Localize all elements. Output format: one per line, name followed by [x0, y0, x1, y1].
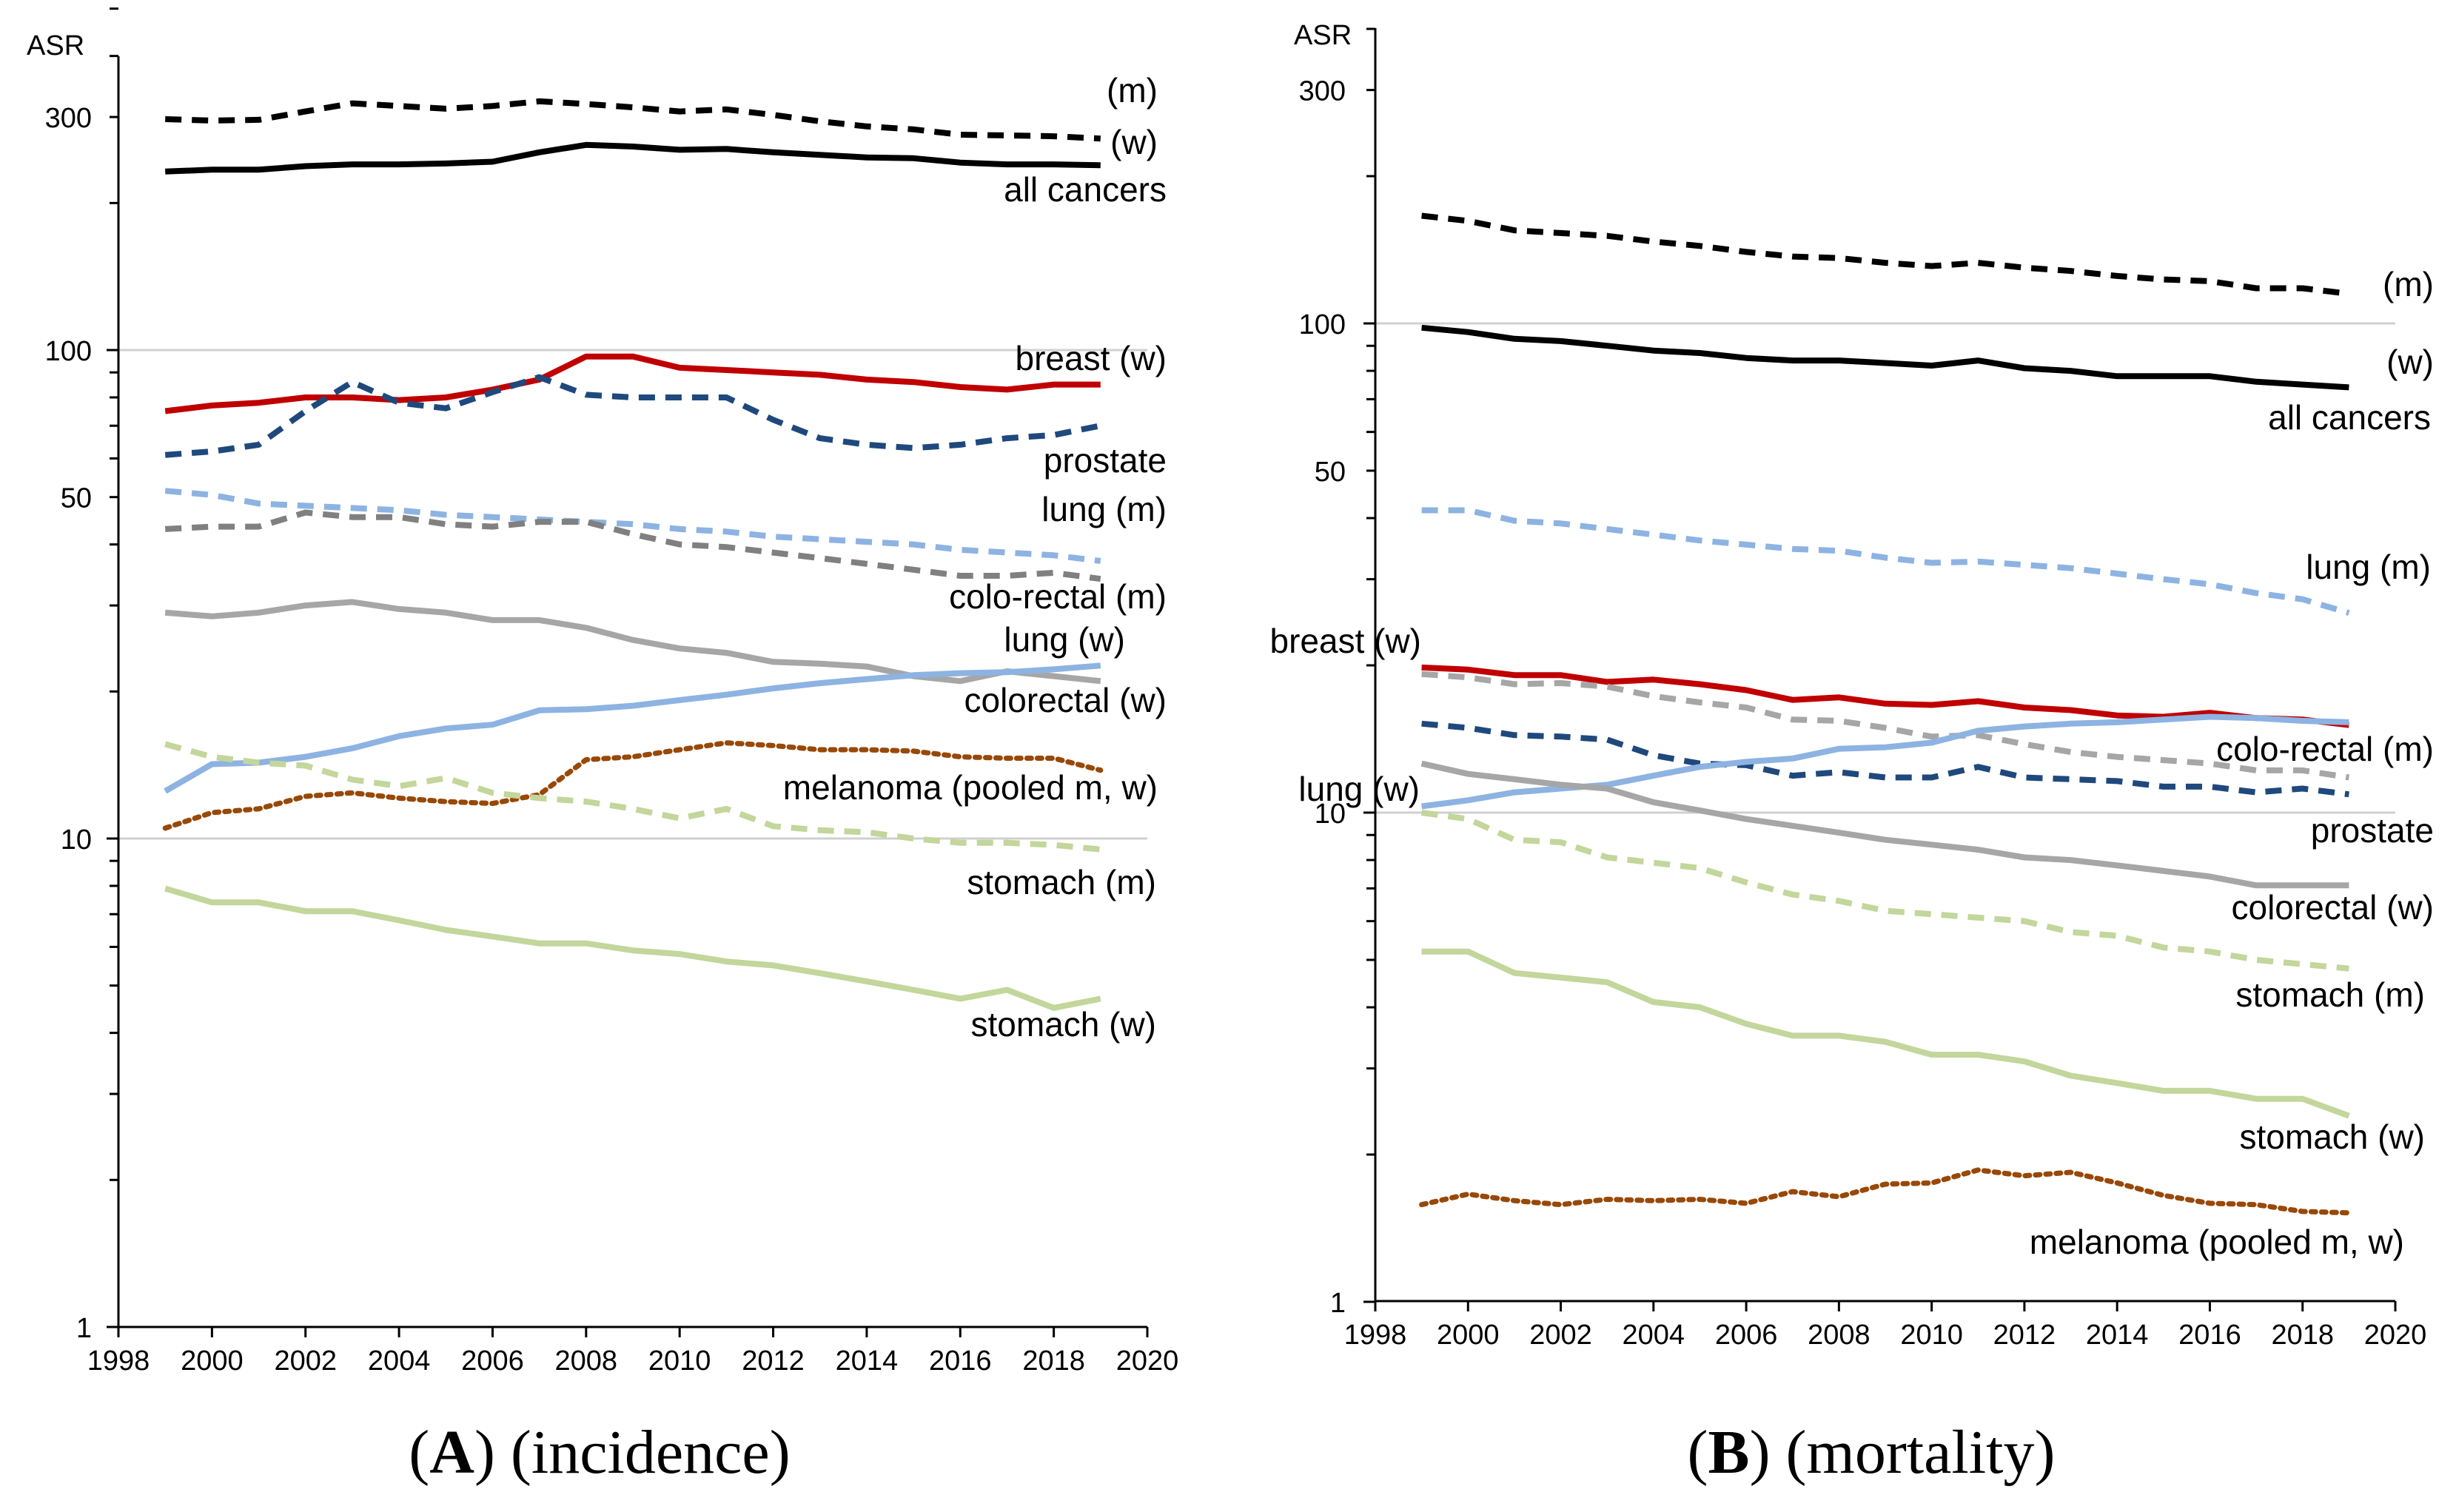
x-tick-label: 2002 — [274, 1345, 337, 1377]
y-tick-label: 50 — [61, 483, 92, 514]
x-tick-label: 2018 — [2271, 1320, 2334, 1351]
x-tick-label: 2020 — [1116, 1345, 1179, 1377]
y-axis-title: ASR — [27, 30, 84, 61]
series-line-colo-rectal-m — [1421, 671, 2350, 781]
series-label-prostate: prostate — [1044, 441, 1167, 480]
panel-a: 1 10 50 100 300 ASR 1998 2000 2002 2004 2006 2008 20… — [27, 7, 1179, 1487]
series-label-all-cancers-w: (w) — [2386, 343, 2434, 381]
series-label-breast-w: breast (w) — [1016, 339, 1167, 377]
series-line-stomach-w — [164, 885, 1101, 1011]
y-axis-title: ASR — [1294, 20, 1352, 51]
series-line-lung-m — [1421, 507, 2350, 616]
y-tick-label: 100 — [1299, 309, 1346, 340]
series-label-lung-w: lung (w) — [1004, 620, 1125, 659]
y-tick-label: 10 — [1315, 799, 1346, 830]
y-tick-label: 300 — [45, 103, 92, 134]
series-line-breast-w — [1421, 664, 2349, 728]
series-line-lung-w — [164, 662, 1101, 794]
x-tick-label: 2008 — [1808, 1320, 1870, 1351]
x-tick-label: 2008 — [555, 1345, 618, 1377]
x-tick-label: 1998 — [1344, 1320, 1407, 1351]
panel-letter: B — [1708, 1418, 1750, 1487]
series-label-all-cancers: all cancers — [1004, 170, 1167, 209]
series-line-colorectal-w — [1420, 760, 2349, 889]
series-line-breast-w — [164, 353, 1101, 414]
x-tick-label: 2010 — [648, 1345, 711, 1377]
x-tick-label: 2010 — [1900, 1320, 1963, 1351]
series-line-melanoma-pooled-m-w — [1419, 1167, 2352, 1216]
panel-caption: (B) (mortality) — [1688, 1418, 2056, 1487]
x-tick-label: 2012 — [1993, 1320, 2056, 1351]
series-label-lung-m: lung (m) — [1041, 490, 1167, 528]
series-label-all-cancers-m: (m) — [2383, 265, 2434, 303]
y-tick-label: 1 — [76, 1313, 92, 1344]
y-tick-label: 300 — [1299, 76, 1346, 107]
series-line-all-cancers-w — [165, 141, 1101, 175]
y-tick-label: 1 — [1330, 1288, 1346, 1319]
x-tick-label: 2016 — [2178, 1320, 2241, 1351]
series-label-all-cancers-m: (m) — [1107, 71, 1158, 110]
panel-caption: (A) (incidence) — [409, 1418, 790, 1487]
panel-letter: A — [429, 1418, 474, 1487]
series-label-prostate: prostate — [2311, 811, 2434, 850]
series-line-all-cancers-m — [165, 98, 1101, 142]
series-line-stomach-m — [1421, 810, 2349, 972]
x-tick-label: 2006 — [1715, 1320, 1778, 1351]
series-label-stomach-w: stomach (w) — [2240, 1118, 2425, 1156]
series-line-melanoma-pooled-m-w — [162, 740, 1104, 831]
x-tick-label: 2004 — [368, 1345, 431, 1377]
x-tick-label: 2020 — [2364, 1320, 2427, 1351]
series-label-stomach-m: stomach (m) — [2235, 975, 2425, 1014]
series-label-colo-rectal-m: colo-rectal (m) — [2216, 730, 2434, 768]
series-line-all-cancers-m — [1421, 212, 2349, 297]
series-label-colorectal-w: colorectal (w) — [2231, 888, 2434, 927]
series-line-colo-rectal-m — [164, 509, 1101, 582]
series-label-all-cancers-w: (w) — [1110, 123, 1158, 161]
x-tick-label: 2006 — [461, 1345, 524, 1377]
series-line-stomach-w — [1421, 948, 2350, 1119]
x-tick-label: 2016 — [929, 1345, 992, 1377]
series-line-lung-m — [164, 488, 1101, 564]
x-tick-label: 2002 — [1529, 1320, 1592, 1351]
series-label-melanoma: melanoma (pooled m, w) — [783, 768, 1158, 807]
x-tick-label: 2012 — [742, 1345, 805, 1377]
y-tick-label: 50 — [1315, 457, 1346, 488]
y-tick-label: 10 — [61, 824, 92, 856]
series-label-stomach-m: stomach (m) — [967, 863, 1156, 901]
x-tick-label: 2000 — [1437, 1320, 1500, 1351]
x-tick-label: 2000 — [181, 1345, 244, 1377]
series-label-lung-m: lung (m) — [2306, 548, 2431, 586]
series-line-prostate — [1421, 720, 2349, 798]
series-line-prostate — [164, 374, 1101, 458]
series-line-colorectal-w — [164, 599, 1101, 685]
panel-b: 1 10 50 100 300 ASR 1998 2000 2002 2004 2006 2008 20… — [1270, 20, 2434, 1487]
x-tick-label: 2018 — [1022, 1345, 1085, 1377]
series-label-colo-rectal-m: colo-rectal (m) — [949, 577, 1167, 616]
series-label-lung-w: lung (w) — [1298, 770, 1420, 808]
x-tick-label: 1998 — [87, 1345, 150, 1377]
series-line-all-cancers-w — [1421, 324, 2349, 391]
series-label-stomach-w: stomach (w) — [971, 1005, 1156, 1044]
x-tick-label: 2014 — [2086, 1320, 2149, 1351]
x-tick-label: 2004 — [1623, 1320, 1685, 1351]
series-label-colorectal-w: colorectal (w) — [964, 681, 1167, 719]
series-label-all-cancers: all cancers — [2268, 398, 2431, 437]
series-label-melanoma: melanoma (pooled m, w) — [2030, 1223, 2404, 1261]
y-tick-label: 100 — [45, 336, 92, 367]
series-label-breast-w: breast (w) — [1270, 622, 1421, 660]
x-tick-label: 2014 — [836, 1345, 899, 1377]
